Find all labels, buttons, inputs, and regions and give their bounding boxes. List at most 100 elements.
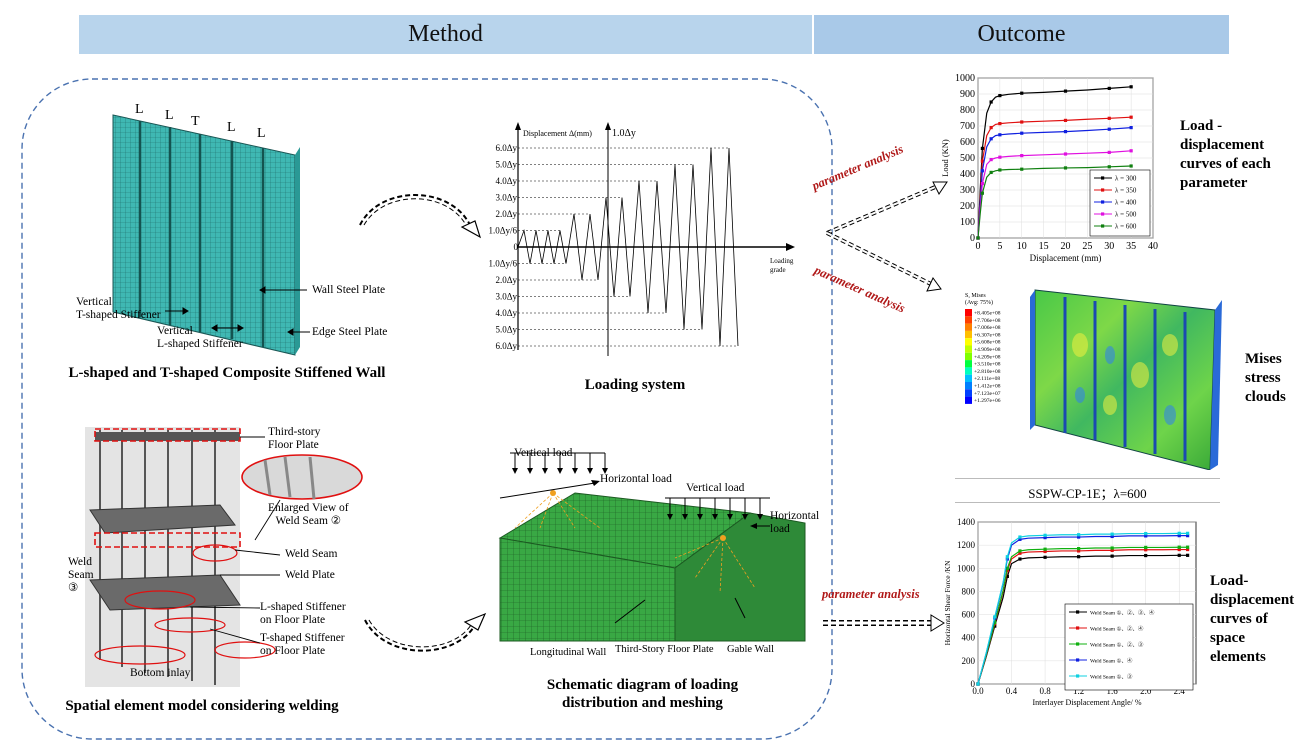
contour-legend-value: +4.909e+08 xyxy=(974,347,1001,353)
data-point xyxy=(1144,545,1148,550)
y-tick-label: 1000 xyxy=(955,73,975,84)
caption-divider-bottom xyxy=(955,502,1220,503)
contour-legend-swatch xyxy=(965,316,972,324)
series-line xyxy=(977,165,1132,239)
contour-legend-value: +7.006e+08 xyxy=(974,325,1001,331)
y-tick-label: 600 xyxy=(960,137,975,148)
data-point xyxy=(1005,566,1009,570)
loading-caption: Loading system xyxy=(584,377,686,393)
data-point xyxy=(1110,546,1114,550)
loading-pos-level: 6.0Δy xyxy=(495,143,517,153)
series-line xyxy=(977,546,1188,685)
loading-x-label-1: Loading xyxy=(770,257,794,265)
data-point xyxy=(1063,89,1068,93)
data-point xyxy=(1018,551,1022,555)
contour-legend-swatch xyxy=(965,345,972,353)
loading-neg-level: 1.0Δy/6 xyxy=(488,259,517,269)
method-header: Method xyxy=(79,15,812,54)
weld-seam-3-label: Weld Seam ③ xyxy=(68,556,94,594)
loading-x-label-2: grade xyxy=(770,266,786,274)
data-point xyxy=(976,236,980,240)
y-tick-label: 100 xyxy=(960,217,975,228)
data-point xyxy=(980,169,984,173)
legend-marker xyxy=(1101,212,1105,216)
contour-legend-value: +6.307e+08 xyxy=(974,332,1001,338)
space-elements-label: Load- displacement curves of space eleme… xyxy=(1210,573,1295,665)
data-point xyxy=(998,94,1002,98)
legend-label: Weld Seam ①、③ xyxy=(1090,673,1133,681)
legend-label: λ = 350 xyxy=(1115,187,1137,195)
data-point xyxy=(1063,118,1068,122)
data-point xyxy=(1020,167,1024,171)
data-point xyxy=(1077,547,1081,551)
data-point xyxy=(1018,537,1022,541)
bottom-inlay-label: Bottom inlay xyxy=(130,667,191,679)
y-tick-label: 600 xyxy=(962,610,976,620)
legend-label: λ = 600 xyxy=(1115,223,1137,231)
data-point xyxy=(1129,149,1133,153)
data-point xyxy=(1018,535,1022,539)
x-tick-label: 20 xyxy=(1061,241,1071,252)
legend-label: λ = 500 xyxy=(1115,211,1137,219)
wall-top-letters: L L T L L xyxy=(135,102,266,141)
x-tick-label: 1.6 xyxy=(1107,686,1119,696)
legend-marker xyxy=(1101,176,1105,180)
contour-legend-value: +1.412e+08 xyxy=(974,384,1001,390)
data-point xyxy=(1107,150,1111,154)
data-point xyxy=(976,682,980,686)
loading-y-axis-label: Displacement Δ(mm) xyxy=(523,129,592,138)
data-point xyxy=(1186,545,1190,549)
curved-arrow-1 xyxy=(359,194,482,239)
loading-neg-level: 2.0Δy xyxy=(495,275,517,285)
x-tick-label: 0 xyxy=(976,241,981,252)
data-point xyxy=(1063,130,1068,134)
loading-neg-level: 3.0Δy xyxy=(495,292,517,302)
vertical-t-stiffener-label: Vertical T-shaped Stiffener xyxy=(76,296,161,321)
loading-pos-level: 3.0Δy xyxy=(495,193,517,203)
data-point xyxy=(993,621,997,625)
data-point xyxy=(989,158,993,162)
x-axis-label: Displacement (mm) xyxy=(1030,253,1102,263)
y-tick-label: 700 xyxy=(960,121,975,132)
top-letter: L xyxy=(165,108,174,123)
data-point xyxy=(1043,536,1047,540)
y-tick-label: 200 xyxy=(962,656,976,666)
loading-neg-level: 6.0Δy xyxy=(495,341,517,351)
legend-marker xyxy=(1101,200,1105,204)
data-point xyxy=(989,100,993,104)
contour-legend-swatch xyxy=(965,382,972,390)
y-tick-label: 0 xyxy=(971,679,976,689)
y-tick-label: 800 xyxy=(960,105,975,116)
contour-legend-title-2: (Avg: 75%) xyxy=(965,299,993,306)
x-tick-label: 15 xyxy=(1039,241,1049,252)
contour-legend-swatch xyxy=(965,374,972,382)
x-tick-label: 0.4 xyxy=(1006,686,1018,696)
x-tick-label: 5 xyxy=(997,241,1002,252)
legend-marker xyxy=(1101,224,1105,228)
param-arrow-lower xyxy=(823,614,945,632)
loading-neg-level: 5.0Δy xyxy=(495,325,517,335)
legend-box xyxy=(1089,169,1151,237)
contour-legend-swatch xyxy=(965,338,972,346)
legend-label: Weld Seam ①、④ xyxy=(1090,657,1133,665)
x-tick-label: 0.8 xyxy=(1039,686,1051,696)
contour-caption: SSPW-CP-1E；λ=600 xyxy=(1028,486,1147,501)
contour-legend-swatch xyxy=(965,309,972,317)
legend-label: λ = 300 xyxy=(1115,175,1137,183)
longitudinal-wall-label: Longitudinal Wall xyxy=(530,647,607,658)
third-story-label: Third-story Floor Plate xyxy=(268,426,321,451)
mises-contour-figure: S, Mises (Avg: 75%) +8.405e+08+7.706e+08… xyxy=(965,289,1222,470)
data-point xyxy=(1107,127,1111,131)
data-point xyxy=(1129,85,1133,89)
y-tick-label: 200 xyxy=(960,201,975,212)
mesh-loading-figure xyxy=(498,452,806,642)
loading-zero: 0 xyxy=(514,242,519,252)
data-point xyxy=(1110,534,1114,539)
top-letter: L xyxy=(227,120,236,135)
space-elements-chart: 0 200 400 600 800 1000 1200 1400 0.0 0.4 0.8 1.2 1.6… xyxy=(943,517,1197,707)
y-tick-label: 1400 xyxy=(957,517,976,527)
series-line xyxy=(977,116,1132,239)
y-tick-label: 1200 xyxy=(957,540,976,550)
data-point xyxy=(1063,152,1068,156)
